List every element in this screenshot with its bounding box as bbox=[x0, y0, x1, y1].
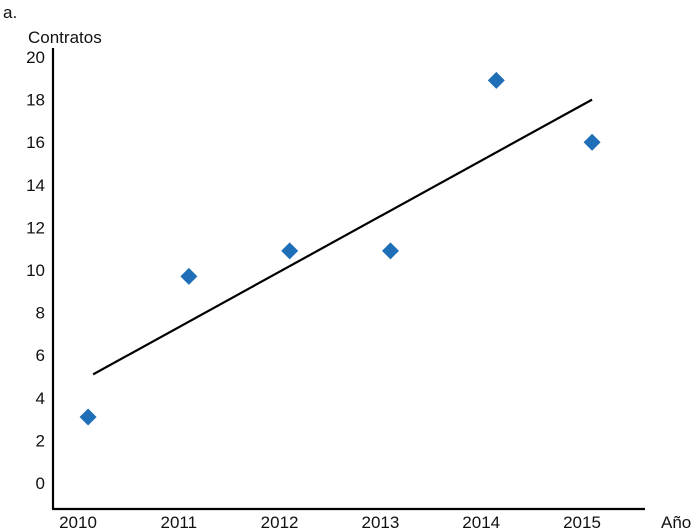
data-point-5 bbox=[487, 71, 505, 89]
y-tick-label: 6 bbox=[36, 346, 45, 365]
x-tick-label: 2014 bbox=[462, 513, 500, 532]
data-point-1 bbox=[79, 408, 97, 426]
data-points bbox=[79, 71, 601, 426]
x-tick-label: 2011 bbox=[161, 513, 198, 532]
x-tick-label: 2012 bbox=[261, 513, 299, 532]
data-point-6 bbox=[583, 133, 601, 151]
x-axis-title: Año bbox=[661, 513, 691, 532]
y-tick-label: 16 bbox=[26, 133, 45, 152]
trend-line bbox=[92, 98, 593, 376]
y-tick-labels: 0 2 4 6 8 10 12 14 16 18 20 bbox=[26, 48, 45, 493]
x-tick-label: 2013 bbox=[361, 513, 399, 532]
data-point-3 bbox=[281, 242, 299, 260]
y-tick-label: 18 bbox=[26, 91, 45, 110]
x-tick-label: 2015 bbox=[563, 513, 601, 532]
y-tick-label: 2 bbox=[36, 431, 45, 450]
y-tick-label: 12 bbox=[26, 218, 45, 237]
x-tick-labels: 2010 2011 2012 2013 2014 2015 bbox=[59, 513, 601, 532]
data-point-4 bbox=[381, 242, 399, 260]
y-tick-label: 8 bbox=[36, 304, 45, 323]
y-tick-label: 0 bbox=[36, 474, 45, 493]
y-tick-label: 14 bbox=[26, 176, 45, 195]
y-tick-label: 4 bbox=[36, 389, 45, 408]
panel-label: a. bbox=[3, 3, 17, 22]
data-point-2 bbox=[180, 267, 198, 285]
y-axis-title: Contratos bbox=[28, 28, 102, 47]
y-tick-label: 20 bbox=[26, 48, 45, 67]
y-tick-label: 10 bbox=[26, 261, 45, 280]
x-tick-label: 2010 bbox=[59, 513, 97, 532]
